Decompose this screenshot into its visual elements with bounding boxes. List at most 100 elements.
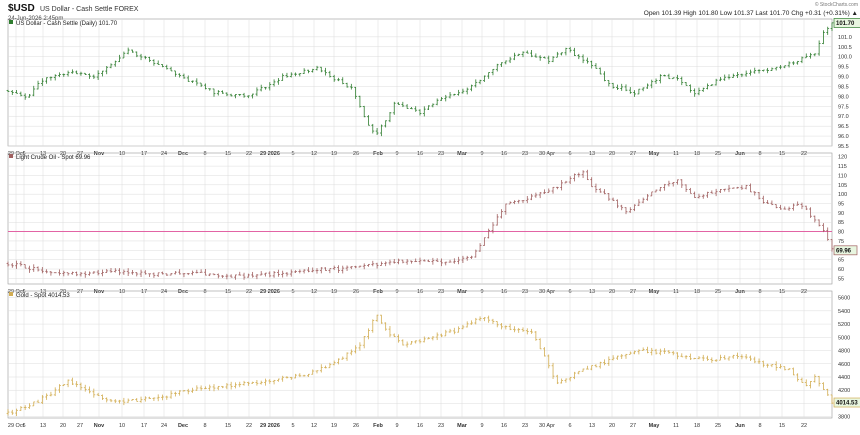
x-tick-label: 6 (568, 423, 571, 429)
ohlc-bar (294, 270, 297, 273)
y-tick-label: 110 (838, 173, 847, 179)
legend-swatch (9, 154, 13, 158)
ohlc-bar (714, 78, 718, 86)
ohlc-bar (568, 377, 572, 382)
ohlc-bar (238, 381, 242, 388)
ohlc-bar (779, 65, 782, 70)
ohlc-bar (186, 273, 190, 276)
x-tick-label: May (649, 423, 661, 429)
ohlc-bar (212, 384, 216, 392)
ohlc-bar (45, 393, 49, 400)
ohlc-bar (414, 106, 418, 112)
y-tick-label: 96.0 (838, 134, 849, 140)
y-tick-label: 99.0 (838, 75, 849, 81)
ohlc-bar (375, 127, 379, 135)
ohlc-bar (255, 379, 259, 386)
ohlc-bar (384, 120, 388, 128)
y-tick-label: 75 (838, 239, 844, 245)
ohlc-bar (152, 272, 156, 278)
y-tick-label: 5000 (838, 335, 850, 341)
ohlc-bar (461, 324, 465, 330)
ohlc-bar (135, 397, 139, 402)
ohlc-bar (611, 355, 615, 361)
ohlc-bar (598, 361, 602, 369)
panel-title: Gold - Spot 4014.53 (16, 293, 70, 299)
ohlc-bar (143, 270, 147, 275)
ohlc-bar (83, 384, 87, 392)
x-tick-label: 19 (331, 423, 337, 429)
ohlc-bar (744, 354, 748, 360)
ohlc-bar (603, 71, 606, 82)
y-tick-label: 97.5 (838, 104, 849, 110)
ohlc-bar (779, 363, 782, 369)
ohlc-bar (75, 70, 79, 75)
ohlc-bar (216, 90, 220, 96)
ohlc-bar (10, 90, 14, 96)
y-tick-label: 4200 (838, 388, 850, 394)
ohlc-bar (766, 363, 770, 368)
ohlc-bar (169, 66, 173, 72)
ohlc-bar (242, 380, 246, 386)
ohlc-bar (749, 183, 752, 193)
ohlc-bar (508, 56, 512, 64)
ohlc-bar (671, 77, 675, 80)
ohlc-bar (594, 63, 598, 69)
ohlc-bar (307, 373, 310, 378)
ohlc-bar (714, 359, 718, 362)
ohlc-bar (362, 263, 366, 270)
ohlc-bar (822, 382, 825, 390)
ohlc-bar (646, 194, 649, 201)
ohlc-bar (122, 397, 126, 406)
ohlc-bar (191, 80, 194, 84)
ohlc-bar (23, 264, 27, 269)
ohlc-bar (324, 365, 327, 369)
ohlc-bar (538, 55, 542, 61)
x-tick-label: 8 (203, 423, 206, 429)
ohlc-bar (809, 52, 812, 59)
ohlc-bar (405, 104, 409, 109)
ohlc-bar (23, 93, 27, 100)
ohlc-bar (302, 269, 306, 274)
ohlc-bar (195, 385, 199, 391)
x-tick-label: 27 (77, 423, 83, 429)
ohlc-bar (697, 193, 701, 199)
ohlc-bar (139, 53, 143, 61)
ohlc-bar (641, 347, 645, 351)
ohlc-bar (349, 349, 353, 356)
ohlc-bar (384, 261, 388, 267)
x-tick-label: 18 (694, 423, 700, 429)
ohlc-bar (182, 273, 186, 278)
ohlc-bar (139, 396, 143, 403)
ohlc-bar (555, 51, 559, 58)
ohlc-bar (199, 269, 203, 273)
ohlc-bar (379, 314, 383, 324)
ohlc-bar (543, 189, 546, 194)
ohlc-bar (246, 95, 250, 99)
ohlc-bar (40, 78, 44, 86)
ohlc-bar (774, 66, 778, 71)
y-tick-label: 3800 (838, 415, 850, 421)
ohlc-bar (590, 365, 594, 371)
y-tick-label: 115 (838, 164, 847, 170)
ohlc-bar (161, 64, 164, 68)
ohlc-bar (427, 259, 430, 263)
ohlc-bar (32, 401, 36, 407)
x-tick-label: 9 (480, 423, 483, 429)
ohlc-bar (49, 391, 53, 397)
ohlc-bar (452, 258, 456, 264)
ohlc-bar (315, 268, 319, 274)
ohlc-bar (521, 327, 525, 332)
ohlc-bar (255, 87, 259, 97)
ohlc-bar (444, 94, 448, 102)
ohlc-bar (105, 66, 109, 75)
ohlc-bar (607, 192, 611, 201)
ohlc-bar (791, 367, 795, 376)
ohlc-bar (186, 75, 190, 82)
ohlc-bar (465, 321, 469, 328)
ohlc-bar (654, 348, 658, 355)
legend-swatch (9, 20, 13, 24)
last-value-tag (833, 245, 858, 256)
x-tick-label: Jun (735, 151, 745, 157)
ohlc-bar (504, 325, 508, 330)
ohlc-bar (234, 382, 237, 389)
